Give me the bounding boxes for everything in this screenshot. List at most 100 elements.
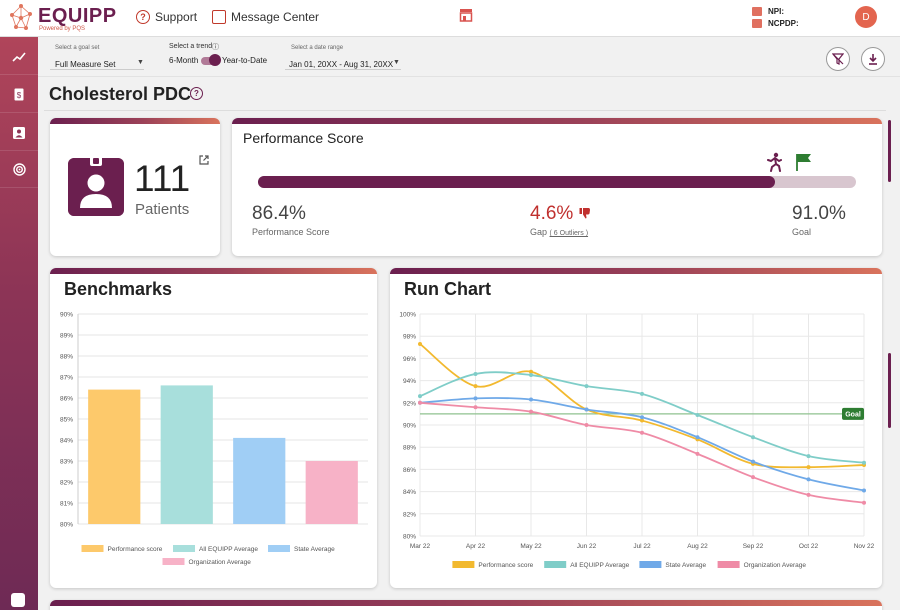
gap-label-wrap: Gap ( 6 Outliers ) bbox=[530, 227, 588, 237]
sidebar-item-patients[interactable] bbox=[0, 115, 38, 151]
support-link[interactable]: ? Support bbox=[136, 10, 197, 24]
legend-swatch bbox=[268, 545, 290, 552]
data-point-state-average bbox=[806, 477, 811, 482]
data-point-state-average bbox=[862, 488, 866, 493]
data-point-state-average bbox=[473, 396, 478, 401]
legend-swatch bbox=[452, 561, 475, 568]
bar-state-average bbox=[233, 437, 286, 524]
data-point-all-equipp-average bbox=[584, 384, 589, 389]
x-tick-label: Aug 22 bbox=[687, 543, 708, 550]
goal-set-value: Full Measure Set bbox=[55, 60, 116, 69]
sidebar-item-billing[interactable]: $ bbox=[0, 77, 38, 113]
trend-option-6month[interactable]: 6-Month bbox=[169, 56, 199, 65]
download-button[interactable] bbox=[861, 47, 885, 71]
external-link-icon[interactable] bbox=[198, 154, 210, 166]
clear-filter-button[interactable] bbox=[826, 47, 850, 71]
equipp-logo[interactable]: EQUIPP Powered by PQS bbox=[6, 3, 118, 33]
legend-swatch bbox=[173, 545, 195, 552]
message-center-label: Message Center bbox=[231, 10, 320, 24]
data-point-organization-average bbox=[751, 475, 755, 480]
next-card bbox=[50, 600, 882, 610]
filter-bar: Select a goal set Full Measure Set ▼ Sel… bbox=[38, 37, 900, 77]
y-tick-label: 84% bbox=[403, 489, 416, 496]
data-point-state-average bbox=[751, 459, 755, 464]
trend-option-ytd[interactable]: Year-to-Date bbox=[222, 56, 268, 65]
y-tick-label: 90% bbox=[403, 423, 416, 430]
shield-settings-icon[interactable] bbox=[11, 593, 25, 607]
run-chart: 80% 82% 84% 86% 88% 90% 92% 94% 96% 98% 100% Mar 22… bbox=[399, 312, 875, 570]
performance-title: Performance Score bbox=[243, 130, 364, 146]
y-tick-label: 80% bbox=[403, 534, 416, 541]
store-icon[interactable] bbox=[459, 8, 473, 22]
x-tick-label: Nov 22 bbox=[854, 543, 875, 550]
y-tick-label: 92% bbox=[403, 400, 416, 407]
x-tick-label: Oct 22 bbox=[799, 543, 819, 550]
support-label: Support bbox=[155, 10, 198, 24]
scrollbar-thumb[interactable] bbox=[888, 120, 891, 182]
bar-all-equipp-average bbox=[160, 385, 213, 524]
data-point-all-equipp-average bbox=[418, 394, 422, 399]
message-center-link[interactable]: Message Center bbox=[212, 10, 319, 24]
bar-performance-score bbox=[88, 389, 141, 524]
sidebar-item-trends[interactable] bbox=[0, 39, 38, 75]
ncpdp-label: NCPDP: bbox=[768, 18, 799, 28]
goal-flag-icon bbox=[796, 154, 811, 171]
x-tick-label: Jun 22 bbox=[577, 543, 597, 550]
ncpdp-icon bbox=[752, 18, 762, 28]
y-tick-label: 85% bbox=[60, 417, 73, 424]
date-range-value: Jan 01, 20XX - Aug 31, 20XX bbox=[289, 60, 394, 69]
y-tick-label: 88% bbox=[403, 445, 416, 452]
download-icon bbox=[869, 54, 877, 65]
chevron-down-icon: ▼ bbox=[393, 59, 400, 66]
y-tick-label: 81% bbox=[60, 501, 73, 508]
user-avatar[interactable]: D bbox=[855, 6, 877, 28]
patient-badge-icon bbox=[68, 158, 124, 216]
legend-label: State Average bbox=[665, 562, 706, 569]
performance-score-card: Performance Score 86.4% Performance Scor… bbox=[232, 118, 882, 256]
logo-mark-icon bbox=[10, 3, 32, 30]
run-chart-title: Run Chart bbox=[404, 279, 491, 299]
y-tick-label: 82% bbox=[403, 511, 416, 518]
y-tick-label: 80% bbox=[60, 522, 73, 529]
data-point-organization-average bbox=[862, 500, 866, 505]
pharmacy-ids: NPI: NCPDP: bbox=[752, 5, 799, 29]
patient-card-icon bbox=[13, 126, 25, 139]
trend-label: Select a trend bbox=[169, 43, 213, 50]
y-tick-label: 86% bbox=[60, 396, 73, 403]
legend-swatch bbox=[81, 545, 104, 552]
performance-score-label: Performance Score bbox=[252, 227, 330, 237]
goal-tag-label: Goal bbox=[845, 411, 861, 418]
x-tick-label: Mar 22 bbox=[410, 543, 431, 550]
patients-label: Patients bbox=[135, 201, 190, 218]
benchmarks-chart: 80% 81% 82% 83% 84% 85% 86% 87% 88% 89% 90% Perform… bbox=[60, 312, 368, 566]
y-tick-label: 94% bbox=[403, 378, 416, 385]
goal-tag bbox=[842, 407, 864, 420]
legend-swatch bbox=[639, 561, 662, 568]
data-point-performance-score bbox=[418, 341, 422, 346]
dollar-document-icon: $ bbox=[14, 88, 24, 101]
y-tick-label: 88% bbox=[60, 354, 73, 361]
trend-line-icon bbox=[12, 51, 26, 62]
data-point-organization-average bbox=[418, 400, 422, 405]
outliers-link[interactable]: ( 6 Outliers ) bbox=[549, 230, 589, 237]
legend-swatch bbox=[162, 558, 185, 565]
y-tick-label: 90% bbox=[60, 312, 73, 319]
data-point-all-equipp-average bbox=[640, 391, 644, 396]
trend-toggle-knob[interactable] bbox=[209, 54, 221, 66]
sidebar-item-targets[interactable] bbox=[0, 152, 38, 188]
x-tick-label: Apr 22 bbox=[466, 543, 486, 550]
y-tick-label: 96% bbox=[403, 356, 416, 363]
y-tick-label: 86% bbox=[403, 467, 416, 474]
data-point-state-average bbox=[695, 435, 700, 440]
data-point-state-average bbox=[640, 415, 644, 420]
patient-count: 111 bbox=[134, 158, 191, 199]
scrollbar-thumb[interactable] bbox=[888, 353, 891, 428]
date-range-select[interactable]: Select a date range Jan 01, 20XX - Aug 3… bbox=[285, 41, 401, 73]
legend-swatch bbox=[544, 561, 567, 568]
y-tick-label: 87% bbox=[60, 375, 73, 382]
divider bbox=[44, 110, 886, 111]
performance-progress-track bbox=[258, 176, 856, 188]
x-tick-label: Jul 22 bbox=[633, 543, 651, 550]
help-icon[interactable]: ? bbox=[190, 87, 203, 100]
goal-set-select[interactable]: Select a goal set Full Measure Set ▼ bbox=[50, 41, 144, 73]
